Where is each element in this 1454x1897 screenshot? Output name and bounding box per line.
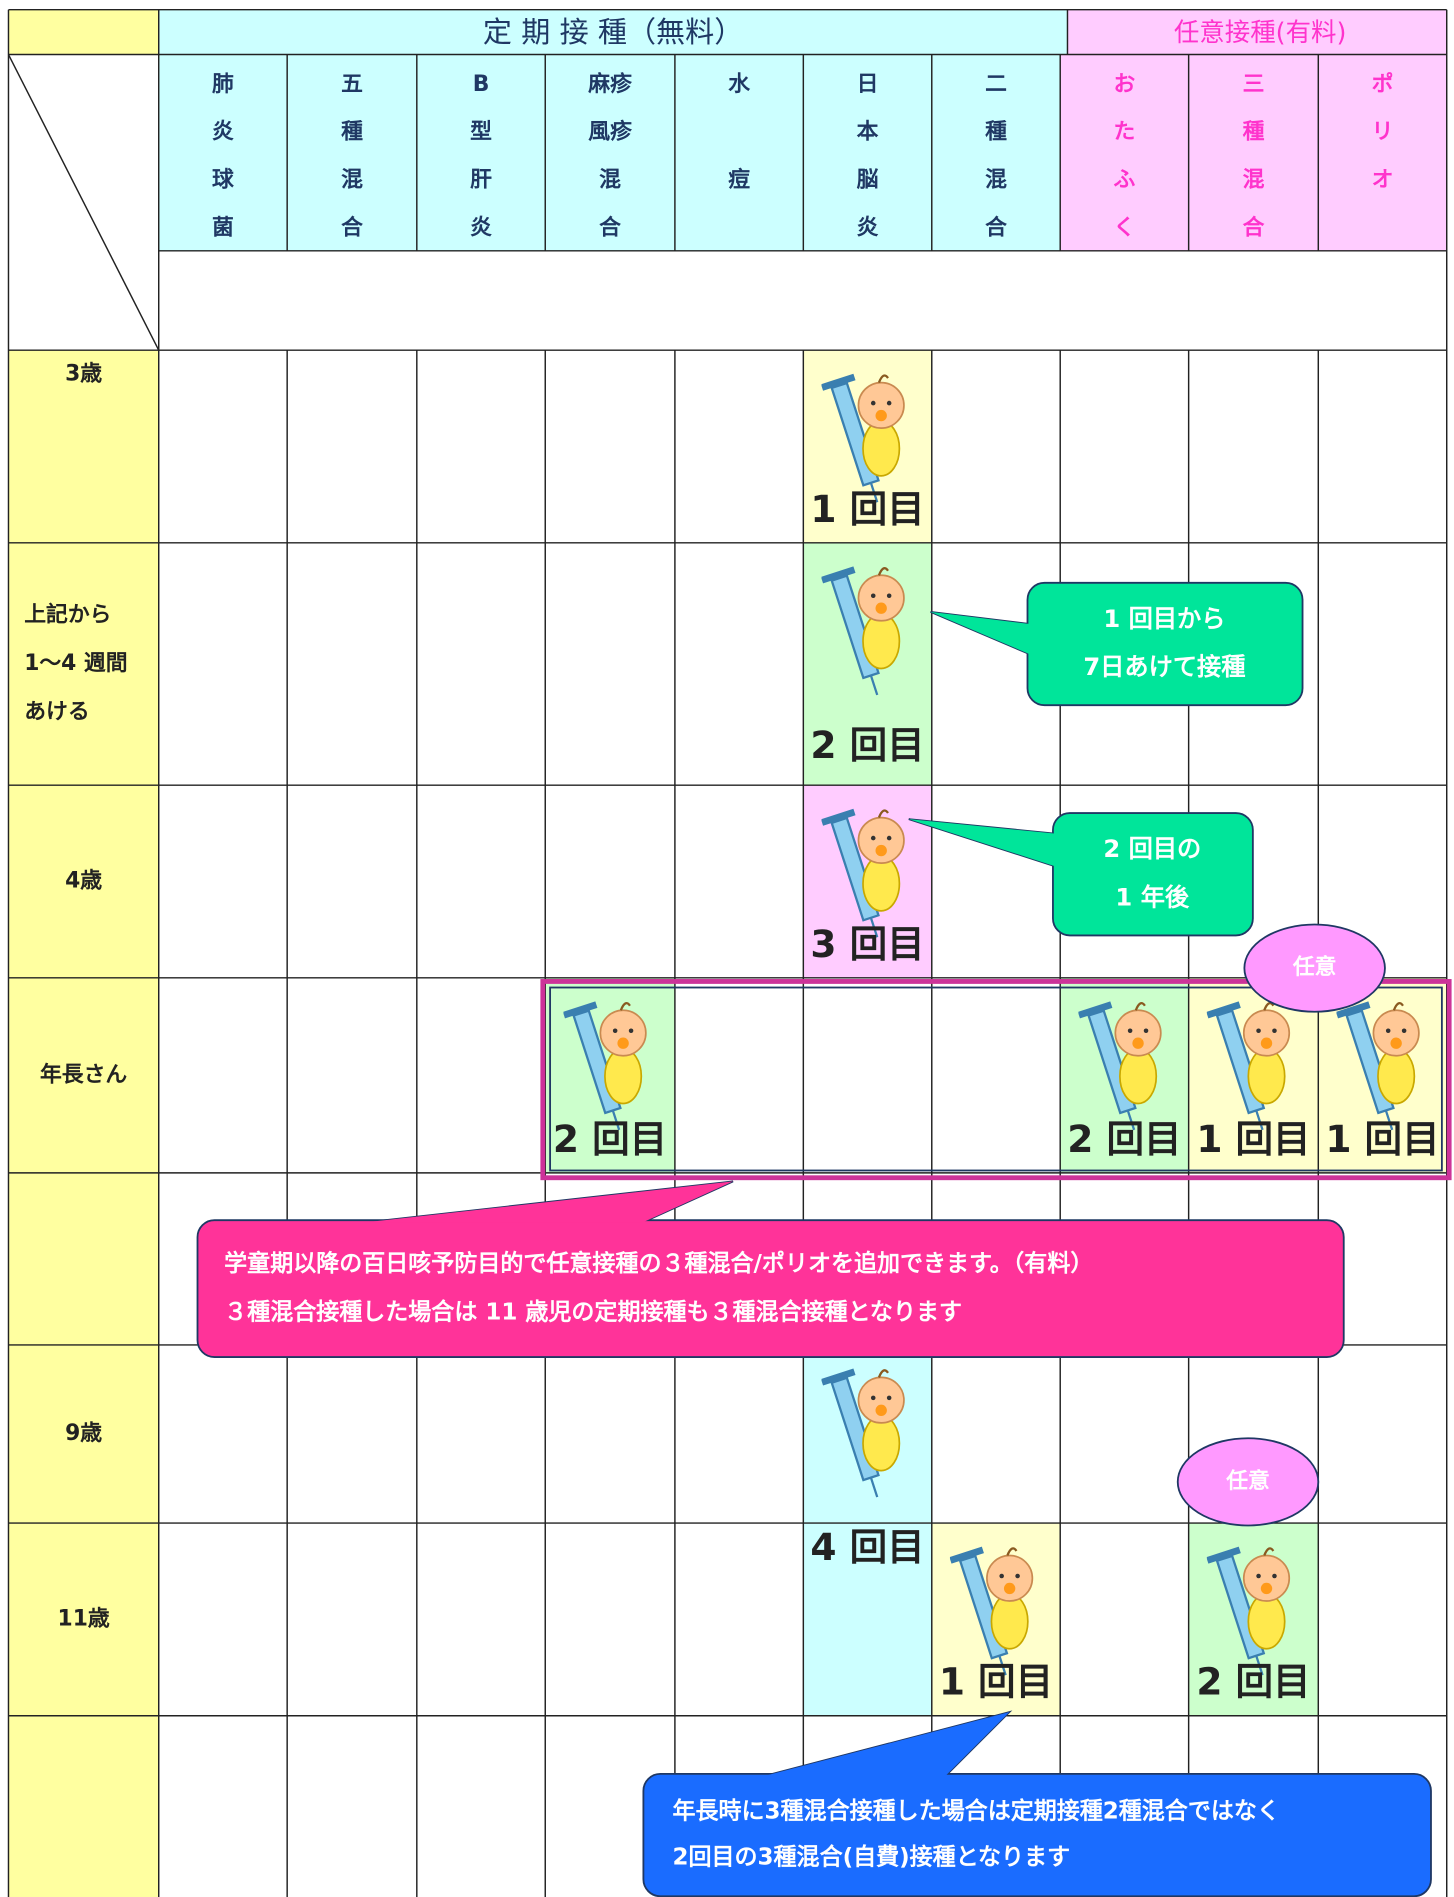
callout-text: ３種混合接種した場合は 11 歳児の定期接種も３種混合接種となります [224, 1298, 962, 1325]
column-header [287, 54, 417, 251]
callout-text: 2 回目の [1103, 835, 1201, 863]
vaccine-name: 肺 [212, 72, 234, 97]
callout-text: 1 回目から [1103, 605, 1225, 633]
vaccine-name: 合 [985, 214, 1007, 240]
vaccine-name: た [1114, 120, 1136, 145]
vaccine-name: 二 [985, 72, 1007, 97]
callout-text: 2回目の3種混合(自費)接種となります [672, 1844, 1070, 1871]
callout [642, 1772, 1432, 1897]
callout [1052, 812, 1254, 937]
highlight [540, 979, 1452, 1181]
vaccine-name: 混 [341, 168, 363, 193]
column-header [416, 54, 546, 251]
vaccine-name: く [1114, 215, 1136, 240]
vaccine-name: 球 [212, 168, 234, 193]
dose-label: 1 回目 [1196, 1117, 1310, 1161]
regular-header [158, 9, 1068, 55]
callout-text: 7日あけて接種 [1083, 653, 1245, 681]
age-label: 11歳 [58, 1606, 110, 1631]
vaccine-name: 日 [857, 72, 879, 97]
vaccine-name: お [1114, 72, 1136, 97]
callout [1026, 581, 1304, 707]
column-header [803, 54, 932, 251]
vaccine-name: 本 [857, 120, 879, 145]
vaccine-name: ふ [1114, 168, 1136, 193]
vaccine-name: オ [1372, 168, 1394, 193]
callout-text: 1 年後 [1115, 883, 1190, 911]
vaccine-name: 混 [1243, 168, 1265, 193]
column-header [158, 54, 288, 251]
dose-label: 2 回目 [1067, 1117, 1181, 1161]
vaccine-name: 炎 [857, 215, 879, 240]
vaccine-name: 三 [1243, 72, 1265, 97]
column-header [1188, 54, 1319, 251]
column-header [931, 54, 1061, 251]
vaccine-name: 麻疹 [587, 71, 632, 97]
age-label: 3歳 [65, 361, 102, 386]
dose-label: 1 回目 [1325, 1117, 1439, 1161]
vaccine-name: 合 [341, 214, 363, 240]
vaccine-name: 五 [341, 72, 363, 97]
vaccine-name: 種 [341, 120, 363, 145]
dose-label: 2 回目 [810, 723, 924, 767]
corner [8, 9, 159, 55]
vaccine-name: 合 [1243, 214, 1265, 240]
vaccine-name: 肝 [470, 168, 492, 193]
column-header [545, 54, 675, 251]
vaccine-name: ポ [1372, 71, 1394, 97]
callout-text: 学童期以降の百日咳予防目的で任意接種の３種混合/ポリオを追加できます。（有料） [224, 1250, 1093, 1277]
column-header [1060, 54, 1189, 251]
vaccine-name: 風疹 [588, 119, 632, 145]
vaccine-name: 混 [985, 168, 1007, 193]
age-label: 9歳 [65, 1421, 102, 1446]
vaccine-name: 種 [1243, 120, 1265, 145]
vaccine-name: 炎 [212, 120, 234, 145]
grid-line [7, 54, 160, 351]
dose-label: 4 回目 [810, 1525, 924, 1569]
vaccine-name: 痘 [728, 167, 750, 193]
vaccine-name: 脳 [857, 168, 879, 193]
age-label: 4歳 [65, 868, 102, 893]
dose-label: 1 回目 [810, 487, 924, 531]
badge-text: 任意 [1292, 954, 1337, 980]
vaccine-name: B [473, 72, 490, 97]
dose-label: 3 回目 [810, 922, 924, 966]
column-header [1318, 54, 1447, 251]
age-label: 1～4 週間 [24, 651, 127, 676]
label-column [8, 350, 159, 1897]
age-label: 年長さん [40, 1061, 127, 1087]
badge-text: 任意 [1225, 1468, 1270, 1494]
optional-title: 任意接種(有料) [1174, 17, 1346, 47]
dose-label: 2 回目 [1196, 1660, 1310, 1704]
highlight-inner [549, 986, 1443, 1172]
vaccine-name: 炎 [470, 215, 492, 240]
age-label: あける [24, 699, 89, 724]
callout-text: 年長時に3種混合接種した場合は定期接種2種混合ではなく [672, 1798, 1279, 1825]
dose-label: 2 回目 [553, 1117, 667, 1161]
age-label: 上記から [24, 602, 111, 628]
vaccine-name: 型 [470, 120, 492, 145]
vaccine-name: 水 [728, 72, 750, 97]
dose-label: 1 回目 [939, 1660, 1053, 1704]
vaccine-name: 合 [599, 214, 621, 240]
optional-header [1067, 9, 1447, 55]
callout-joint [908, 819, 1056, 867]
badge [1243, 923, 1386, 1013]
vaccine-name: 混 [599, 168, 621, 193]
vaccine-name: リ [1372, 120, 1394, 145]
vaccine-name: 菌 [212, 215, 234, 240]
regular-title: 定 期 接 種（無料） [483, 15, 743, 49]
badge [1176, 1437, 1320, 1527]
vaccine-name: 種 [985, 120, 1007, 145]
column-header [674, 54, 804, 251]
callout [196, 1219, 1345, 1358]
